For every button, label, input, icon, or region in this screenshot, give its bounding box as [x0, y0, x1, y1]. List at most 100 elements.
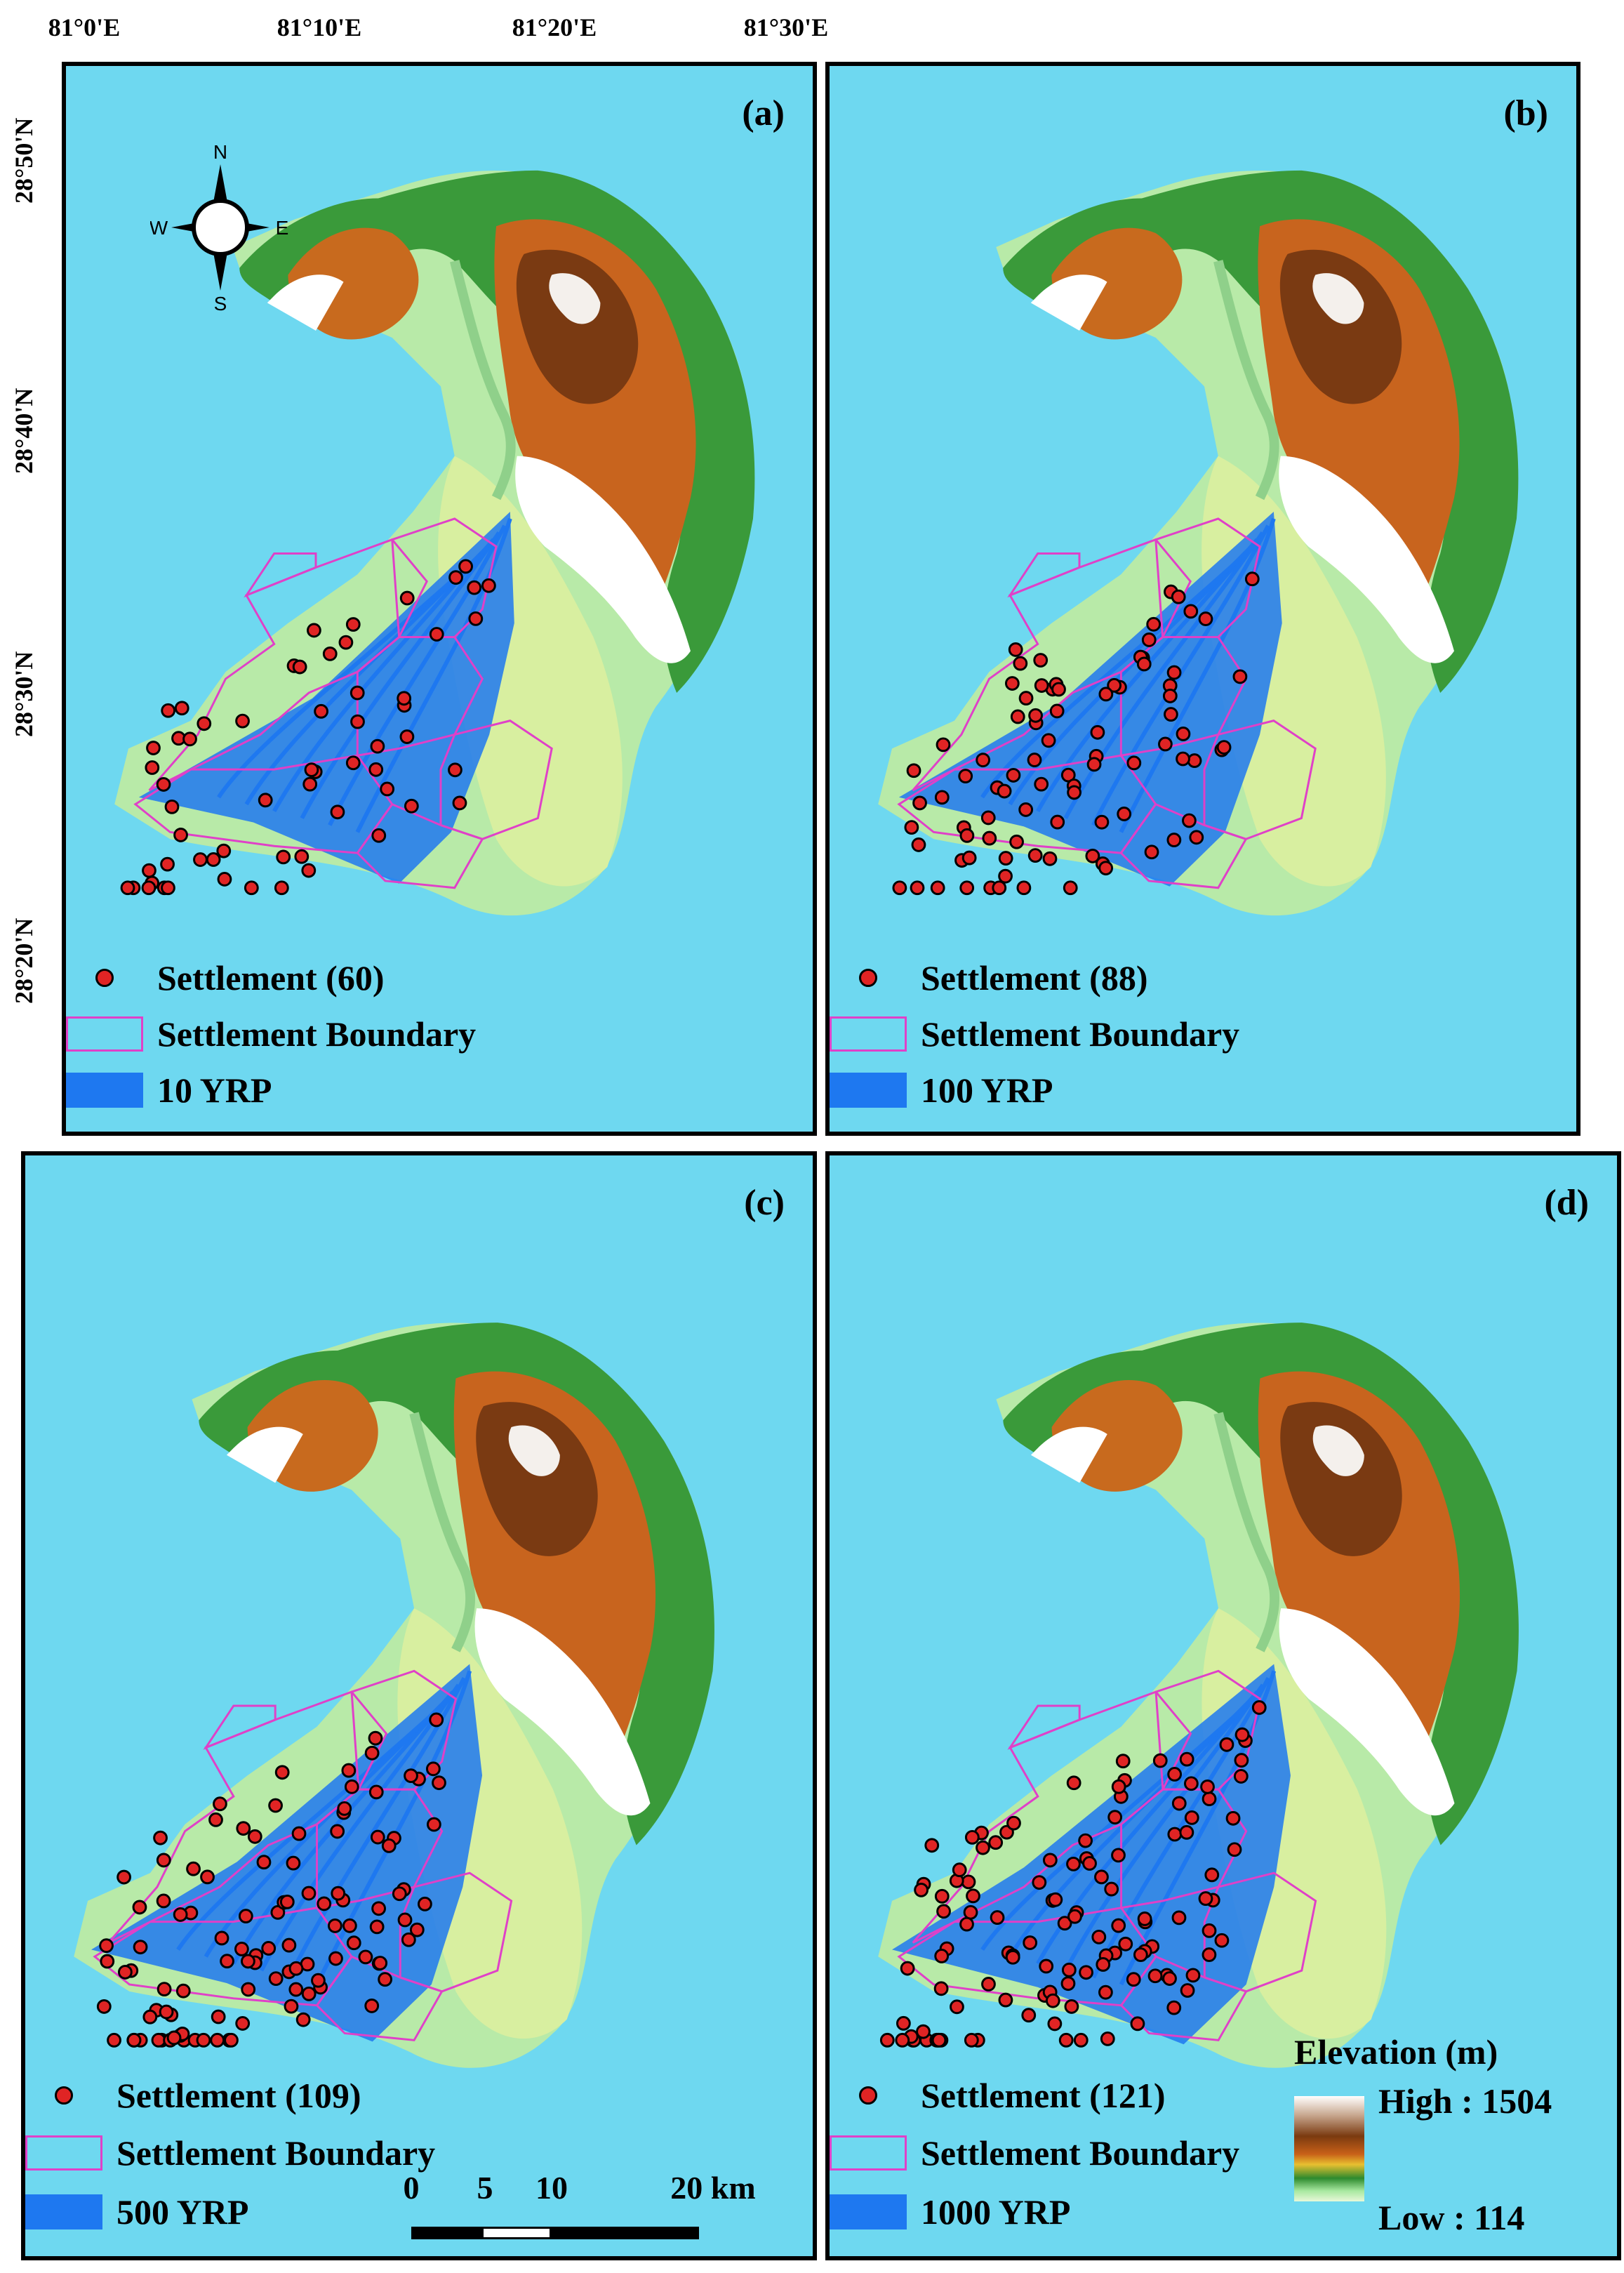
settlement-marker: [286, 1855, 301, 1871]
settlement-marker: [952, 1862, 967, 1878]
settlement-marker: [432, 1775, 446, 1791]
summit: [508, 1425, 560, 1476]
settlement-marker-icon: [66, 969, 143, 987]
settlement-marker: [1018, 691, 1034, 705]
flood-channel: [259, 1683, 460, 1972]
settlement-marker: [153, 1830, 168, 1845]
river-valley: [1213, 260, 1279, 501]
settlement-marker: [133, 1940, 148, 1955]
summit: [1312, 1425, 1364, 1476]
settlement-marker: [1057, 1916, 1072, 1931]
river-valley: [409, 1412, 475, 1652]
settlement-marker: [1185, 1968, 1201, 1983]
settlement-marker: [1067, 1909, 1082, 1924]
settlement-marker: [291, 1826, 307, 1841]
settlement-marker: [369, 1919, 385, 1935]
settlement-marker: [1039, 1959, 1054, 1974]
settlement-marker: [895, 2032, 910, 2048]
boundary-label: Settlement Boundary: [921, 2133, 1240, 2173]
settlement-marker: [301, 863, 317, 878]
terrain-group: [878, 170, 1519, 916]
settlement-marker: [1167, 1767, 1183, 1782]
settlement-marker: [980, 810, 996, 826]
settlement-marker: [141, 880, 157, 896]
settlement-marker: [399, 729, 415, 744]
settlement-marker: [373, 1956, 388, 1970]
settlement-marker: [142, 2009, 158, 2025]
settlement-marker: [1130, 2016, 1145, 2032]
settlement-marker: [1126, 755, 1142, 771]
settlement-marker: [182, 731, 197, 747]
settlement-marker: [164, 799, 180, 814]
settlement-marker: [1164, 707, 1178, 722]
scale-bar: 0 5 10 20 km: [404, 2169, 797, 2246]
settlement-marker: [322, 646, 338, 661]
settlement-marker: [350, 685, 365, 701]
map-canvas: [878, 1323, 1519, 2068]
settlement-marker: [166, 2030, 182, 2046]
settlement-marker: [206, 852, 221, 867]
settlement-marker: [1198, 1891, 1213, 1907]
settlement-marker: [100, 1954, 115, 1969]
flood-channel: [328, 524, 507, 826]
settlement-marker: [145, 760, 160, 775]
settlement-marker: [1232, 669, 1248, 684]
lon-tick-2: 81°20'E: [512, 13, 597, 41]
settlement-marker: [235, 713, 250, 729]
settlement-marker: [208, 1812, 223, 1827]
settlement-marker: [241, 1982, 256, 1997]
settlement-marker: [120, 880, 135, 896]
settlement-marker: [330, 804, 345, 820]
flood-channel: [980, 552, 1248, 799]
settlement-marker: [1200, 1779, 1215, 1794]
settlement-marker: [234, 1942, 249, 1956]
settlement-marker: [1202, 1947, 1217, 1963]
compass-w: W: [150, 217, 168, 239]
settlement-marker: [1171, 589, 1186, 604]
settlement-marker: [961, 850, 977, 866]
settlement-marker: [156, 776, 171, 792]
settlement-marker: [314, 703, 328, 719]
settlement-marker: [173, 1907, 188, 1922]
settlement-marker: [358, 1949, 373, 1965]
snow-ridge: [474, 1608, 651, 1816]
settlement-marker: [364, 1745, 380, 1761]
settlement-marker: [330, 1824, 345, 1839]
settlement-marker: [963, 1904, 978, 1920]
settlement-marker: [429, 1712, 444, 1728]
settlement-marker: [1041, 733, 1056, 748]
settlement-marker: [345, 617, 361, 632]
settlement-marker: [998, 868, 1013, 884]
settlement-marker: [934, 1888, 950, 1904]
settlement-marker: [1171, 1910, 1187, 1926]
settlement-marker: [197, 716, 212, 731]
settlement-marker: [279, 1894, 295, 1909]
settlement-marker: [1023, 1935, 1038, 1950]
settlement-marker: [998, 1992, 1013, 2008]
settlement-marker: [1096, 1957, 1111, 1972]
settlement-marker: [337, 1801, 352, 1816]
settlement-marker-icon: [830, 2086, 907, 2105]
legend-settlement: Settlement (121): [830, 2075, 1166, 2116]
settlement-marker: [1198, 611, 1213, 626]
settlement-marker: [1104, 1881, 1119, 1897]
settlement-boundary: [1120, 1788, 1248, 1909]
upland-peak: [476, 1402, 598, 1556]
settlement-marker: [392, 1886, 407, 1902]
settlement-marker: [1098, 687, 1114, 702]
settlement-marker: [1189, 830, 1204, 845]
compass-e: E: [276, 217, 289, 239]
settlement-marker: [142, 863, 157, 878]
upland-peak: [1279, 249, 1402, 404]
legend-boundary: Settlement Boundary: [830, 1014, 1239, 1054]
settlement-marker: [1098, 861, 1114, 876]
settlement-marker: [1100, 2031, 1115, 2046]
settlement-marker: [401, 1932, 416, 1947]
summit: [1312, 273, 1364, 324]
settlement-marker: [274, 880, 289, 896]
settlement-marker: [381, 1838, 397, 1853]
settlement-label: Settlement (60): [157, 958, 385, 998]
settlement-marker: [964, 2032, 979, 2048]
lon-tick-1: 81°10'E: [277, 13, 362, 41]
flood-channel: [1063, 1683, 1265, 1972]
